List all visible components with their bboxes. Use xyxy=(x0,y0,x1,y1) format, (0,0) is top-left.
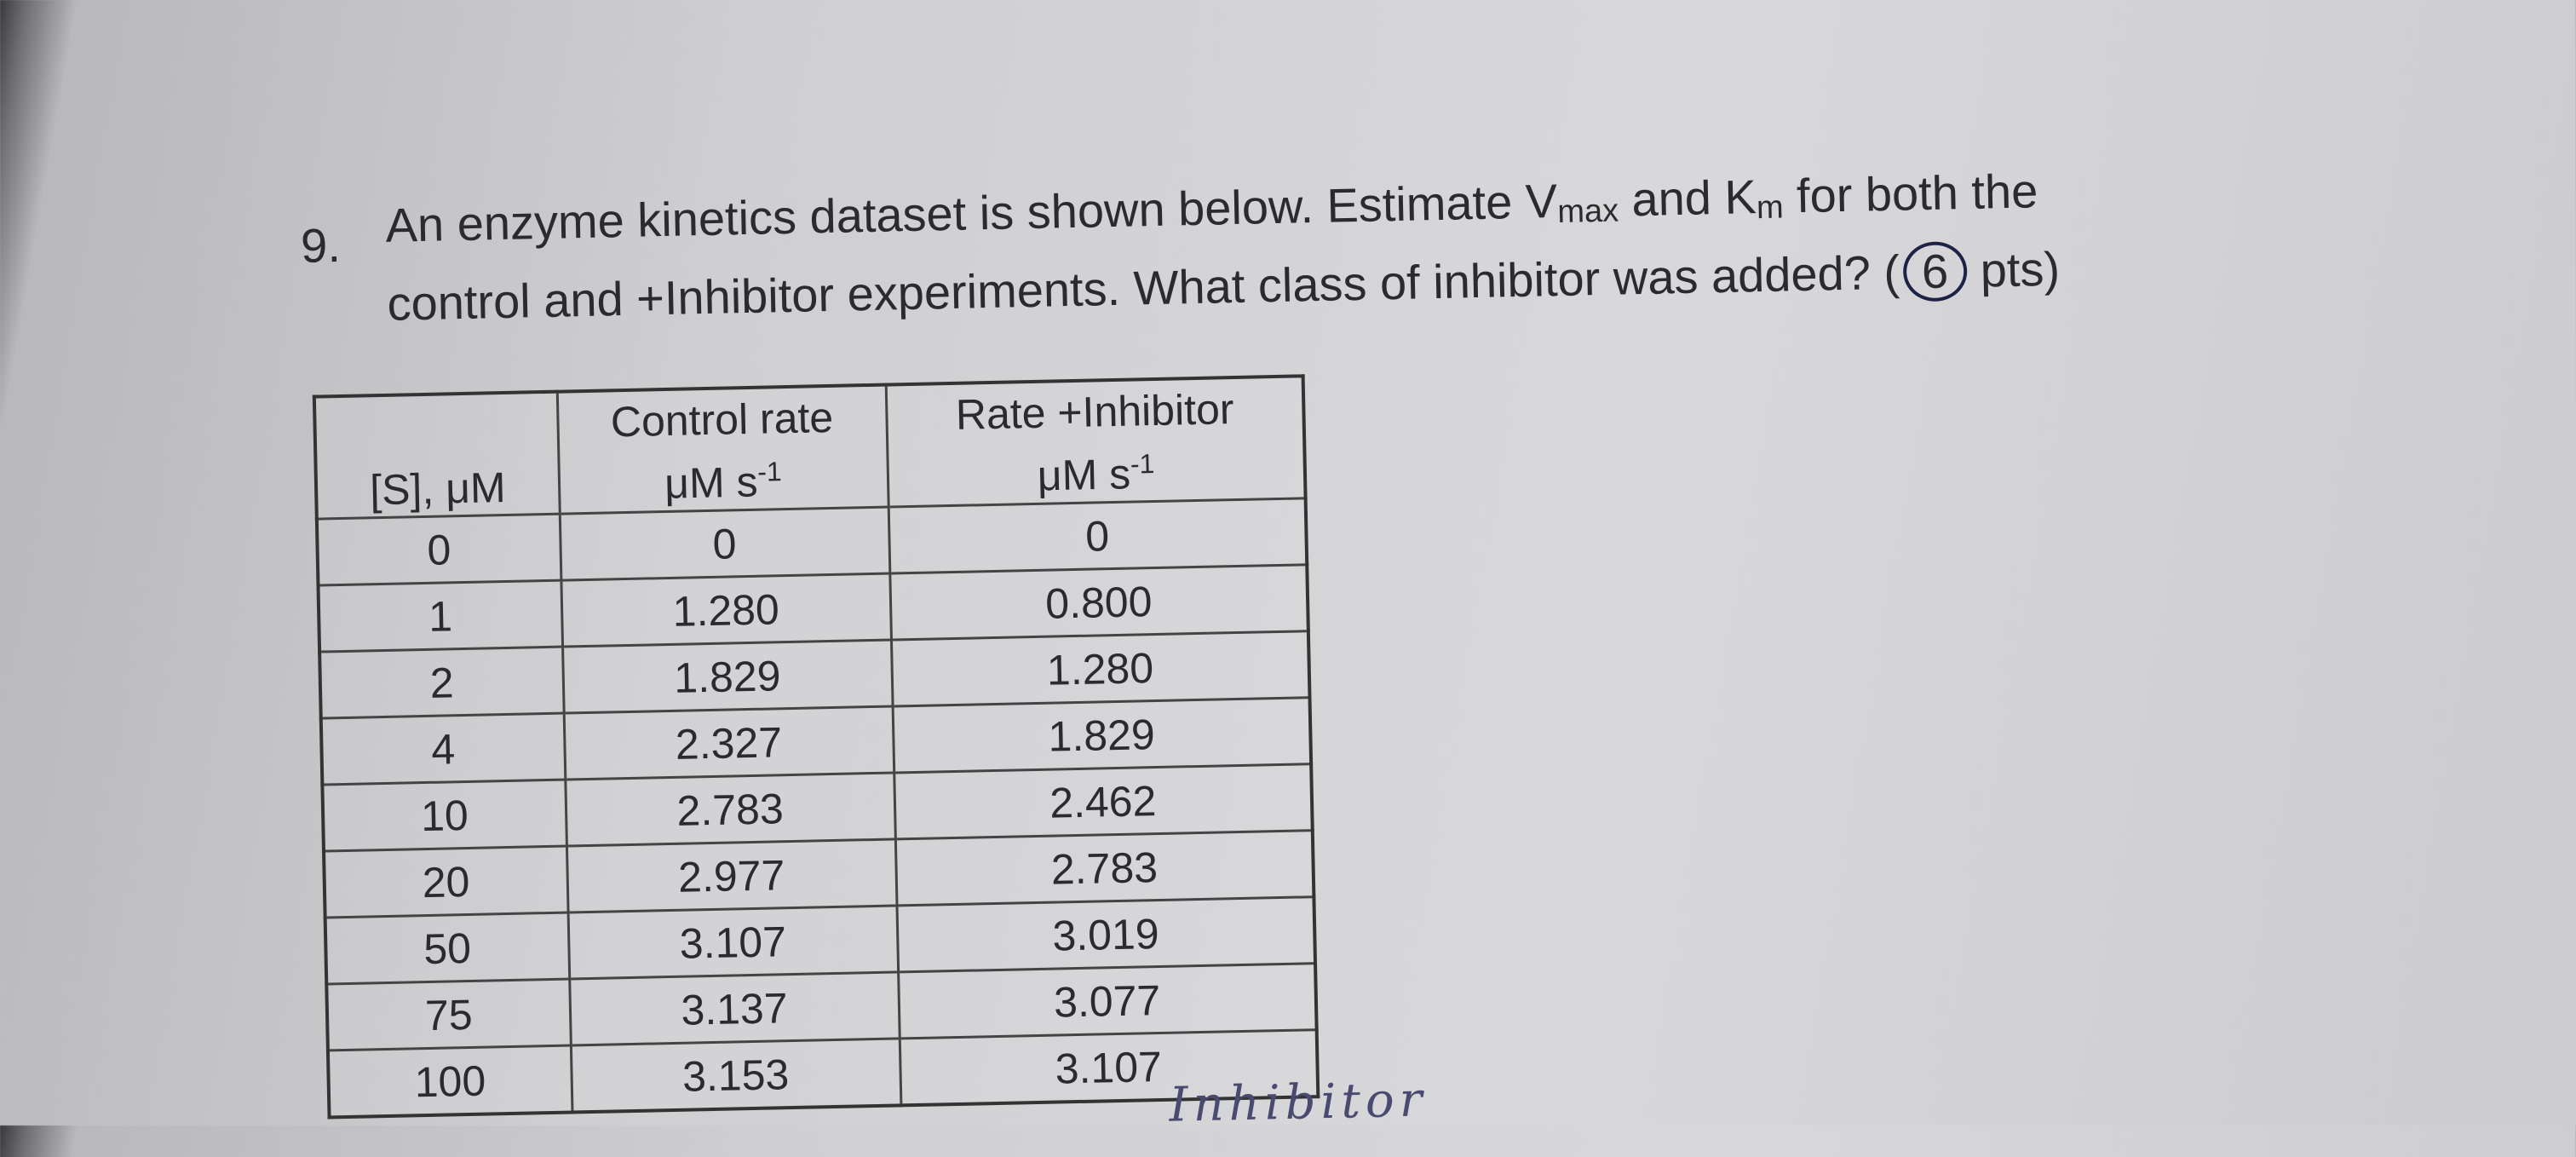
table-cell: 75 xyxy=(326,979,571,1051)
subscript: m xyxy=(1756,189,1785,227)
header-title: Rate +Inhibitor xyxy=(955,385,1235,440)
text: for both the xyxy=(1782,164,2038,223)
text: control and +Inhibitor experiments. What… xyxy=(386,245,1900,331)
table-cell: 2.462 xyxy=(894,763,1313,839)
unit-exponent: -1 xyxy=(1130,448,1155,480)
table-cell: 2.327 xyxy=(563,706,894,780)
table-cell: 100 xyxy=(327,1045,572,1118)
table-cell: 2.783 xyxy=(565,772,895,847)
table-cell: 3.153 xyxy=(570,1038,901,1113)
question-number: 9. xyxy=(300,217,342,273)
circled-points: 6 xyxy=(1902,240,1968,302)
question-line: An enzyme kinetics dataset is shown belo… xyxy=(385,163,2038,256)
header-cell: [S], μM xyxy=(313,391,560,520)
text: pts) xyxy=(1966,241,2061,297)
table-cell: 1.280 xyxy=(561,573,891,648)
table-cell: 0 xyxy=(888,498,1308,574)
page: 9. An enzyme kinetics dataset is shown b… xyxy=(0,0,2576,1133)
table-cell: 1.280 xyxy=(890,630,1310,707)
handwritten-note: Inhibitor xyxy=(1168,1072,1429,1133)
table-cell: 1.829 xyxy=(562,640,893,714)
table-cell: 10 xyxy=(322,780,566,852)
header-unit: μM s-1 xyxy=(560,443,887,513)
table-cell: 4 xyxy=(320,713,566,786)
table-cell: 0 xyxy=(559,507,890,581)
table-cell: 20 xyxy=(324,846,568,918)
table-cell: 1.829 xyxy=(892,697,1312,773)
text: and K xyxy=(1618,170,1757,227)
header-title: Control rate xyxy=(610,394,834,446)
header-row: [S], μM Control rate μM s-1 Rate +Inhibitor… xyxy=(313,376,1306,520)
header-cell: Rate +Inhibitor μM s-1 xyxy=(885,376,1306,508)
table-cell: 3.077 xyxy=(898,963,1317,1039)
text: An enzyme kinetics dataset is shown belo… xyxy=(384,174,1558,252)
unit-exponent: -1 xyxy=(756,456,783,488)
table-cell: 0.800 xyxy=(889,564,1308,641)
header-cell: Control rate μM s-1 xyxy=(556,384,888,515)
subscript: max xyxy=(1556,193,1619,231)
table-cell: 3.137 xyxy=(569,971,900,1046)
header-unit: μM s-1 xyxy=(888,435,1304,506)
table-cell: 1 xyxy=(318,580,563,653)
table-cell: 2.783 xyxy=(894,830,1314,906)
question-line: control and +Inhibitor experiments. What… xyxy=(387,239,2061,334)
unit: μM s xyxy=(664,458,759,509)
table-cell: 3.019 xyxy=(896,896,1316,972)
table-cell: 50 xyxy=(325,912,570,984)
table-cell: 3.107 xyxy=(567,905,899,980)
table-cell: 0 xyxy=(316,514,561,586)
header-label: [S], μM xyxy=(369,463,507,515)
data-table: [S], μM Control rate μM s-1 Rate +Inhibitor… xyxy=(312,374,1320,1120)
table-cell: 2 xyxy=(319,647,564,719)
unit: μM s xyxy=(1037,450,1131,500)
table-body: 0 0 0 1 1.280 0.800 2 1.829 1.280 4 2.327 1.829 10 2.… xyxy=(316,498,1319,1118)
table-cell: 2.977 xyxy=(566,838,897,913)
